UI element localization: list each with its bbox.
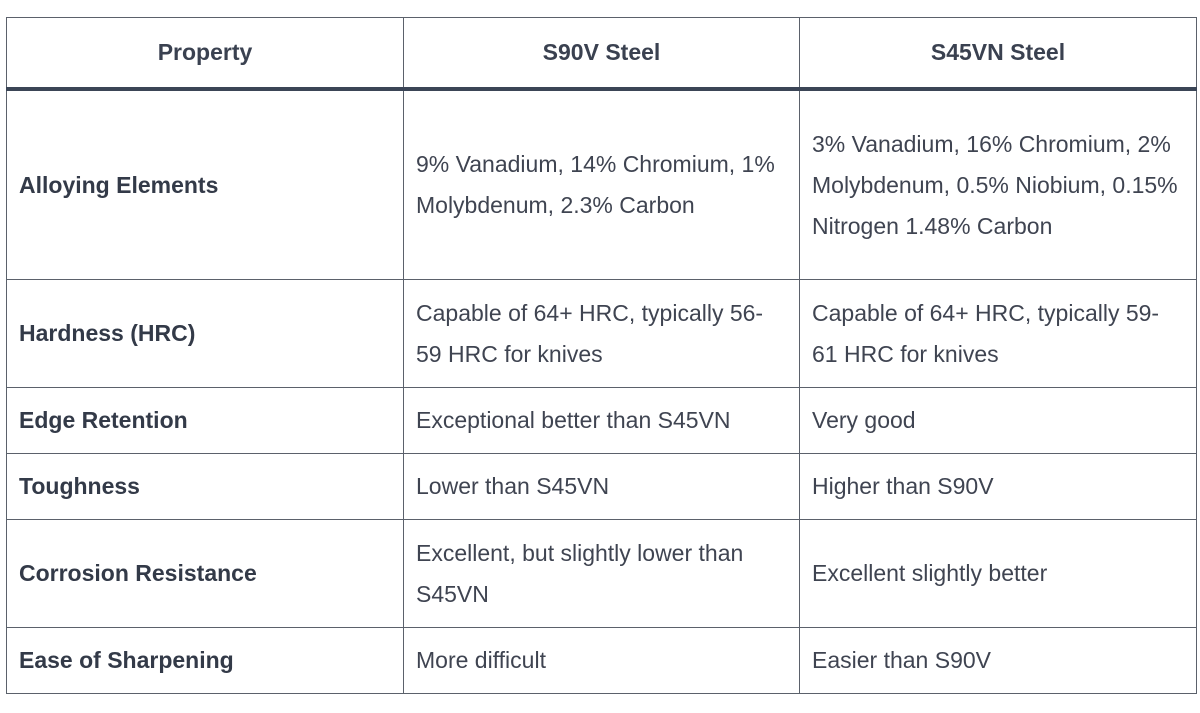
header-s45vn: S45VN Steel: [799, 17, 1197, 91]
s90v-cell: Lower than S45VN: [403, 453, 800, 520]
steel-comparison-table: Property S90V Steel S45VN Steel Alloying…: [6, 17, 1197, 694]
s45vn-cell: Higher than S90V: [799, 453, 1197, 520]
header-property: Property: [6, 17, 404, 91]
property-cell: Hardness (HRC): [6, 279, 404, 388]
property-cell: Alloying Elements: [6, 88, 404, 280]
s45vn-cell: Excellent slightly better: [799, 519, 1197, 628]
property-cell: Edge Retention: [6, 387, 404, 454]
s45vn-cell: Very good: [799, 387, 1197, 454]
table-header: Property S90V Steel S45VN Steel: [6, 17, 1197, 91]
table-row: Hardness (HRC) Capable of 64+ HRC, typic…: [6, 279, 1197, 388]
table-row: Alloying Elements 9% Vanadium, 14% Chrom…: [6, 88, 1197, 280]
s90v-cell: Capable of 64+ HRC, typically 56-59 HRC …: [403, 279, 800, 388]
s45vn-cell: Capable of 64+ HRC, typically 59-61 HRC …: [799, 279, 1197, 388]
s90v-cell: Excellent, but slightly lower than S45VN: [403, 519, 800, 628]
property-cell: Ease of Sharpening: [6, 627, 404, 694]
s90v-cell: 9% Vanadium, 14% Chromium, 1% Molybdenum…: [403, 88, 800, 280]
header-row: Property S90V Steel S45VN Steel: [6, 17, 1197, 91]
s45vn-cell: 3% Vanadium, 16% Chromium, 2% Molybdenum…: [799, 88, 1197, 280]
property-cell: Corrosion Resistance: [6, 519, 404, 628]
s90v-cell: Exceptional better than S45VN: [403, 387, 800, 454]
header-s90v: S90V Steel: [403, 17, 800, 91]
table-row: Edge Retention Exceptional better than S…: [6, 387, 1197, 454]
table-row: Toughness Lower than S45VN Higher than S…: [6, 453, 1197, 520]
table-body: Alloying Elements 9% Vanadium, 14% Chrom…: [6, 88, 1197, 694]
table-row: Corrosion Resistance Excellent, but slig…: [6, 519, 1197, 628]
table-row: Ease of Sharpening More difficult Easier…: [6, 627, 1197, 694]
s90v-cell: More difficult: [403, 627, 800, 694]
s45vn-cell: Easier than S90V: [799, 627, 1197, 694]
property-cell: Toughness: [6, 453, 404, 520]
